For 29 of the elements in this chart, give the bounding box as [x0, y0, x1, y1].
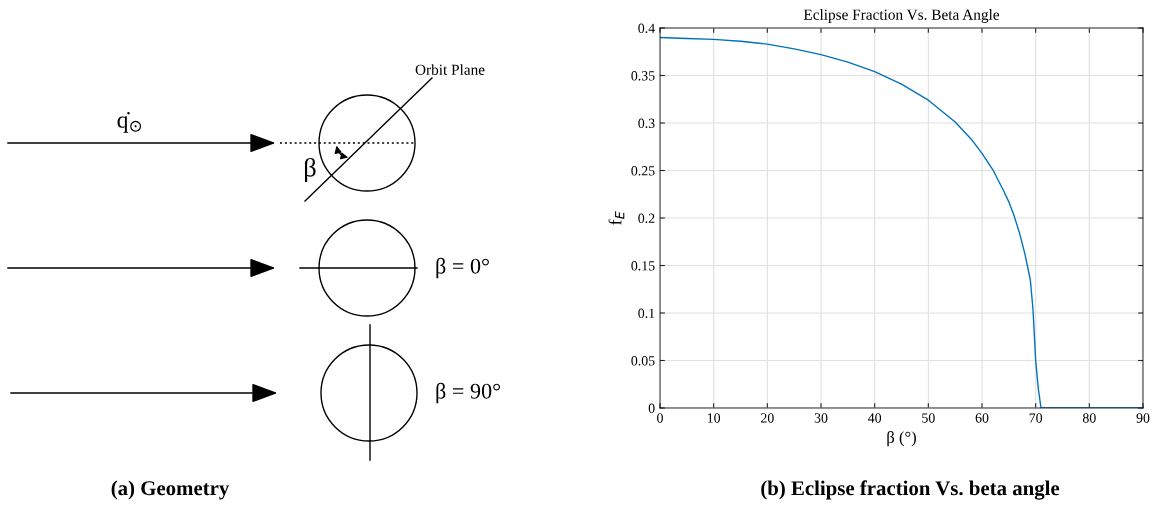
x-tick-label: 10 — [707, 413, 721, 423]
y-tick-label: 0.05 — [631, 356, 655, 366]
y-tick-label: 0.4 — [638, 23, 655, 34]
x-tick-label: 80 — [1082, 413, 1096, 423]
text: β = 90° — [436, 382, 500, 404]
y-tick-label: 0.1 — [638, 308, 655, 319]
x-tick-label: 50 — [922, 413, 935, 423]
y-tick-label: 0.25 — [631, 166, 655, 176]
x-tick-label: 20 — [761, 413, 774, 423]
x-axis-title: β (°) — [887, 431, 916, 447]
text: (a) Geometry — [111, 480, 230, 500]
y-tick-label: 0.15 — [631, 261, 655, 271]
x-tick-label: 30 — [814, 413, 828, 423]
x-tick-label: 60 — [975, 413, 989, 423]
y-tick-label: 0.35 — [631, 71, 655, 81]
text: q̇$_{⊙}$ — [117, 111, 142, 133]
y-tick-label: 0 — [648, 403, 655, 413]
text: (b) Eclipse fraction Vs. beta angle — [761, 480, 1060, 500]
y-tick-label: 0.2 — [638, 213, 655, 224]
x-tick-label: 40 — [867, 413, 882, 423]
x-tick-label: 0 — [657, 413, 663, 423]
text: β = 0° — [436, 257, 489, 279]
chart-title: Eclipse Fraction Vs. Beta Angle — [803, 9, 1000, 23]
x-tick-label: 90 — [1136, 413, 1150, 423]
x-tick-label: 70 — [1029, 413, 1043, 423]
y-tick-label: 0.3 — [638, 118, 655, 129]
text: Orbit Plane — [415, 64, 485, 75]
y-axis-title: f$_{E}$ — [608, 211, 625, 225]
text: β — [304, 157, 316, 183]
